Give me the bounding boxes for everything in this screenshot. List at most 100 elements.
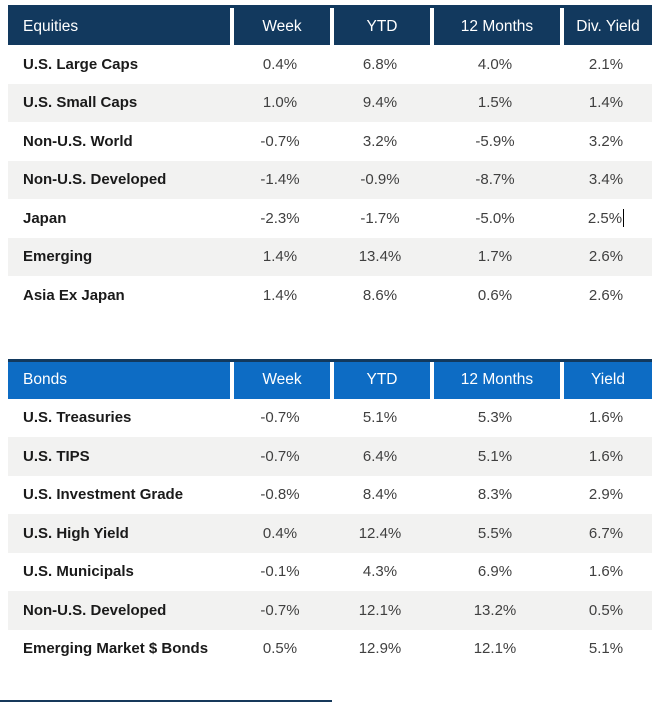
cell-ytd[interactable]: 6.4% [362,447,398,465]
cell-12-months[interactable]: 5.5% [477,524,513,542]
table-row-non-us-world: Non-U.S. World -0.7% 3.2% -5.9% 3.2% [8,122,652,161]
equities-table-header: Equities Week YTD 12 Months Div. Yield [8,5,652,45]
cell-ytd[interactable]: 9.4% [362,94,398,112]
cell-text: 2.5% [587,209,623,227]
table-row-japan: Japan -2.3% -1.7% -5.0% 2.5% [8,199,652,238]
cell-week[interactable]: 1.0% [262,94,298,112]
cell-div-yield[interactable]: 2.6% [588,286,624,304]
cell-yield[interactable]: 6.7% [588,524,624,542]
row-label[interactable]: Japan [23,209,67,227]
table-row-emerging: Emerging 1.4% 13.4% 1.7% 2.6% [8,237,652,276]
row-label[interactable]: Non-U.S. Developed [23,601,167,619]
cell-week[interactable]: -0.7% [260,601,300,619]
cell-ytd[interactable]: 8.4% [362,486,398,504]
cell-week[interactable]: 0.4% [262,55,298,73]
cell-12-months[interactable]: 6.9% [477,563,513,581]
cell-12-months[interactable]: 8.3% [477,486,513,504]
row-label[interactable]: Emerging Market $ Bonds [23,640,209,658]
cell-yield[interactable]: 2.9% [588,486,624,504]
table-row-us-municipals: U.S. Municipals -0.1% 4.3% 6.9% 1.6% [8,552,652,591]
row-label[interactable]: U.S. Treasuries [23,409,132,427]
equities-header-div-yield[interactable]: Div. Yield [560,8,652,45]
row-label[interactable]: U.S. Small Caps [23,94,138,112]
row-label[interactable]: U.S. Investment Grade [23,486,184,504]
cell-div-yield[interactable]: 2.1% [588,55,624,73]
row-label[interactable]: U.S. Municipals [23,563,134,581]
cell-div-yield[interactable]: 2.6% [588,248,624,266]
cell-week[interactable]: -0.8% [260,486,300,504]
cell-ytd[interactable]: 4.3% [362,563,398,581]
cell-week[interactable]: -2.3% [260,209,300,227]
cell-12-months[interactable]: 13.2% [473,601,517,619]
bonds-header-week[interactable]: Week [230,361,330,399]
bonds-header-ytd[interactable]: YTD [330,361,430,399]
equities-table: Equities Week YTD 12 Months Div. Yield U… [8,5,652,315]
bonds-header-12-months[interactable]: 12 Months [430,361,560,399]
equities-header-title[interactable]: Equities [8,8,230,45]
table-row-non-us-developed: Non-U.S. Developed -1.4% -0.9% -8.7% 3.4… [8,160,652,199]
row-label[interactable]: U.S. High Yield [23,524,129,542]
table-row-us-treasuries: U.S. Treasuries -0.7% 5.1% 5.3% 1.6% [8,398,652,437]
cell-week[interactable]: -0.7% [260,409,300,427]
table-row-emerging-market-bonds: Emerging Market $ Bonds 0.5% 12.9% 12.1%… [8,629,652,668]
equities-header-ytd[interactable]: YTD [330,8,430,45]
cell-12-months[interactable]: 5.1% [477,447,513,465]
cell-ytd[interactable]: -0.9% [360,171,400,189]
cell-week[interactable]: -1.4% [260,171,300,189]
cell-ytd[interactable]: 6.8% [362,55,398,73]
cell-12-months[interactable]: 1.7% [477,248,513,266]
cell-ytd[interactable]: 3.2% [362,132,398,150]
cell-yield[interactable]: 1.6% [588,563,624,581]
row-label[interactable]: U.S. TIPS [23,447,90,465]
row-label[interactable]: Non-U.S. Developed [23,171,167,189]
cell-ytd[interactable]: 12.4% [358,524,402,542]
table-row-asia-ex-japan: Asia Ex Japan 1.4% 8.6% 0.6% 2.6% [8,276,652,315]
row-label[interactable]: Asia Ex Japan [23,286,125,304]
equities-header-week[interactable]: Week [230,8,330,45]
cell-week[interactable]: -0.7% [260,447,300,465]
row-label[interactable]: U.S. Large Caps [23,55,139,73]
cell-week[interactable]: -0.1% [260,563,300,581]
cell-12-months[interactable]: 4.0% [477,55,513,73]
cell-week[interactable]: -0.7% [260,132,300,150]
cell-div-yield[interactable]: 1.4% [588,94,624,112]
cell-div-yield[interactable]: 3.4% [588,171,624,189]
cell-div-yield[interactable]: 3.2% [588,132,624,150]
cell-12-months[interactable]: -5.9% [475,132,515,150]
cell-ytd[interactable]: 5.1% [362,409,398,427]
cell-ytd[interactable]: 12.9% [358,640,402,658]
cell-12-months[interactable]: 12.1% [473,640,517,658]
bonds-header-title[interactable]: Bonds [8,361,230,399]
equities-header-12-months[interactable]: 12 Months [430,8,560,45]
cell-week[interactable]: 0.5% [262,640,298,658]
cell-ytd[interactable]: 12.1% [358,601,402,619]
table-row-non-us-developed-bonds: Non-U.S. Developed -0.7% 12.1% 13.2% 0.5… [8,591,652,630]
cell-div-yield[interactable]: 2.5% [560,199,652,238]
text-cursor [623,209,625,228]
cell-week[interactable]: 0.4% [262,524,298,542]
table-row-us-large-caps: U.S. Large Caps 0.4% 6.8% 4.0% 2.1% [8,45,652,84]
cell-12-months[interactable]: 1.5% [477,94,513,112]
cell-12-months[interactable]: -8.7% [475,171,515,189]
cell-12-months[interactable]: -5.0% [475,209,515,227]
cell-12-months[interactable]: 0.6% [477,286,513,304]
cell-yield[interactable]: 5.1% [588,640,624,658]
cell-12-months[interactable]: 5.3% [477,409,513,427]
cell-week[interactable]: 1.4% [262,248,298,266]
bonds-table: Bonds Week YTD 12 Months Yield U.S. Trea… [8,358,652,668]
cell-week[interactable]: 1.4% [262,286,298,304]
table-row-us-small-caps: U.S. Small Caps 1.0% 9.4% 1.5% 1.4% [8,83,652,122]
cell-yield[interactable]: 1.6% [588,447,624,465]
table-row-us-high-yield: U.S. High Yield 0.4% 12.4% 5.5% 6.7% [8,514,652,553]
row-label[interactable]: Emerging [23,248,93,266]
row-label[interactable]: Non-U.S. World [23,132,133,150]
cell-yield[interactable]: 0.5% [588,601,624,619]
cell-ytd[interactable]: 8.6% [362,286,398,304]
cell-yield[interactable]: 1.6% [588,409,624,427]
bonds-header-yield[interactable]: Yield [560,361,652,399]
table-row-us-investment-grade: U.S. Investment Grade -0.8% 8.4% 8.3% 2.… [8,475,652,514]
page: Equities Week YTD 12 Months Div. Yield U… [0,5,660,702]
cell-ytd[interactable]: -1.7% [360,209,400,227]
cell-ytd[interactable]: 13.4% [358,248,402,266]
bonds-table-header: Bonds Week YTD 12 Months Yield [8,358,652,399]
